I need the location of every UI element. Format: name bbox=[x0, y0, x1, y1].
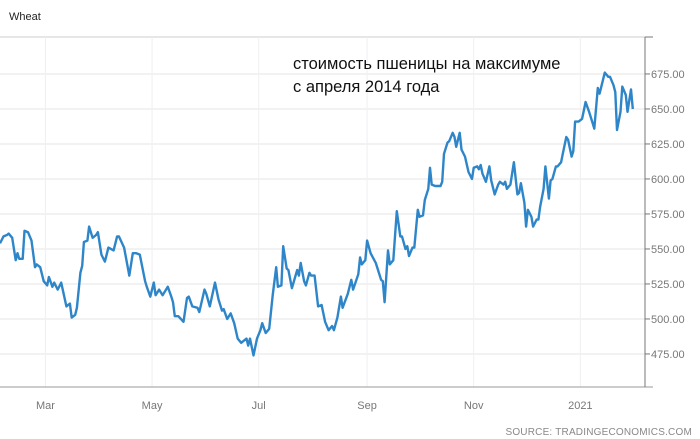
axes: 475.00 500.00 525.00 550.00 575.00 600.00 625.… bbox=[0, 36, 685, 412]
x-tick-label: Mar bbox=[36, 400, 55, 412]
y-tick-label: 650.00 bbox=[651, 104, 685, 116]
y-tick-label: 550.00 bbox=[651, 244, 685, 256]
grid bbox=[0, 36, 645, 387]
y-tick-label: 475.00 bbox=[651, 349, 685, 361]
annotation-line-2: с апреля 2014 года bbox=[293, 78, 440, 96]
y-tick-label: 600.00 bbox=[651, 174, 685, 186]
x-tick-label: 2021 bbox=[568, 400, 592, 412]
x-tick-label: May bbox=[142, 400, 163, 412]
y-tick-label: 625.00 bbox=[651, 139, 685, 151]
y-tick-label: 575.00 bbox=[651, 209, 685, 221]
source-label: SOURCE: TRADINGECONOMICS.COM bbox=[505, 427, 692, 438]
annotation-line-1: стоимость пшеницы на максимуме bbox=[293, 55, 561, 73]
price-line bbox=[0, 71, 634, 357]
x-tick-label: Jul bbox=[252, 400, 266, 412]
y-tick-label: 525.00 bbox=[651, 279, 685, 291]
x-tick-label: Nov bbox=[464, 400, 484, 412]
y-tick-label: 500.00 bbox=[651, 314, 685, 326]
chart-title: Wheat bbox=[9, 11, 41, 23]
y-tick-label: 675.00 bbox=[651, 69, 685, 81]
x-tick-label: Sep bbox=[357, 400, 377, 412]
annotation: стоимость пшеницы на максимуме с апреля … bbox=[293, 53, 560, 99]
series bbox=[0, 71, 634, 357]
